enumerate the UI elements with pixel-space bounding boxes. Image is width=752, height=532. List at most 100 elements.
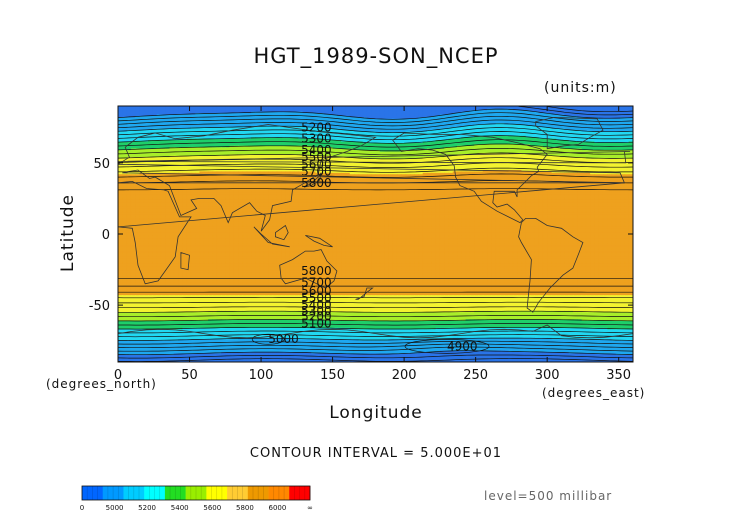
field-cell <box>444 135 450 138</box>
field-cell <box>165 151 171 154</box>
field-cell <box>268 147 274 150</box>
field-cell <box>581 150 587 153</box>
field-cell <box>418 127 424 130</box>
field-cell <box>508 130 514 133</box>
field-cell <box>624 151 630 154</box>
field-cell <box>221 151 226 154</box>
field-cell <box>504 141 510 144</box>
field-cell <box>396 118 402 121</box>
field-cell <box>336 108 342 111</box>
field-cell <box>302 140 308 143</box>
field-cell <box>487 128 492 131</box>
field-cell <box>203 117 209 120</box>
field-cell <box>186 131 192 134</box>
field-cell <box>568 106 574 109</box>
field-cell <box>242 140 248 143</box>
field-cell <box>319 118 325 121</box>
field-cell <box>216 140 222 143</box>
field-cell <box>268 151 274 154</box>
field-cell <box>371 125 377 128</box>
field-cell <box>534 111 540 114</box>
field-cell <box>126 151 132 154</box>
field-cell <box>336 111 342 114</box>
field-cell <box>182 151 188 154</box>
field-cell <box>118 124 123 127</box>
field-cell <box>203 118 209 121</box>
field-cell <box>302 115 308 118</box>
field-cell <box>534 123 540 126</box>
field-cell <box>585 128 591 131</box>
field-cell <box>448 148 454 151</box>
field-cell <box>542 124 548 127</box>
field-cell <box>611 110 617 113</box>
field-cell <box>392 117 398 120</box>
field-cell <box>401 134 407 137</box>
field-cell <box>251 123 256 126</box>
field-cell <box>508 106 514 109</box>
field-cell <box>255 118 261 121</box>
field-cell <box>221 133 226 136</box>
field-cell <box>285 148 291 151</box>
field-cell <box>130 123 136 126</box>
field-cell <box>371 151 377 154</box>
field-cell <box>156 121 162 124</box>
field-cell <box>139 113 145 116</box>
field-cell <box>620 111 626 114</box>
field-cell <box>221 114 226 117</box>
field-cell <box>422 141 428 144</box>
field-cell <box>628 134 633 137</box>
field-cell <box>384 130 389 133</box>
field-cell <box>444 113 450 116</box>
field-cell <box>328 111 334 114</box>
field-cell <box>126 141 132 144</box>
field-cell <box>384 147 389 150</box>
field-cell <box>598 107 604 110</box>
field-cell <box>315 131 321 134</box>
field-cell <box>276 118 282 121</box>
field-cell <box>457 142 462 145</box>
field-cell <box>225 123 231 126</box>
field-cell <box>452 140 458 143</box>
field-cell <box>233 152 239 155</box>
field-cell <box>427 110 432 113</box>
field-cell <box>409 138 415 141</box>
field-cell <box>414 113 420 116</box>
field-cell <box>491 141 497 144</box>
field-cell <box>186 111 192 114</box>
field-cell <box>564 131 570 134</box>
field-cell <box>143 117 149 120</box>
field-cell <box>281 152 286 155</box>
field-cell <box>461 147 467 150</box>
field-cell <box>611 145 617 148</box>
field-cell <box>195 142 201 145</box>
field-cell <box>328 124 334 127</box>
field-cell <box>199 117 205 120</box>
field-cell <box>572 137 578 140</box>
field-cell <box>474 137 480 140</box>
field-cell <box>517 142 523 145</box>
field-cell <box>551 115 557 118</box>
field-cell <box>581 120 587 123</box>
field-cell <box>478 135 484 138</box>
field-cell <box>259 137 265 140</box>
field-cell <box>190 131 196 134</box>
field-cell <box>585 127 591 130</box>
field-cell <box>311 113 317 116</box>
field-cell <box>178 135 183 138</box>
field-cell <box>118 135 123 138</box>
field-cell <box>439 138 445 141</box>
field-cell <box>422 131 428 134</box>
field-cell <box>388 140 394 143</box>
field-cell <box>431 120 437 123</box>
field-cell <box>504 128 510 131</box>
field-cell <box>439 127 445 130</box>
field-cell <box>152 121 158 124</box>
field-cell <box>414 114 420 117</box>
field-cell <box>122 145 128 148</box>
field-cell <box>427 121 432 124</box>
field-cell <box>319 127 325 130</box>
field-cell <box>186 137 192 140</box>
field-cell <box>624 125 630 128</box>
field-cell <box>564 141 570 144</box>
field-cell <box>242 128 248 131</box>
